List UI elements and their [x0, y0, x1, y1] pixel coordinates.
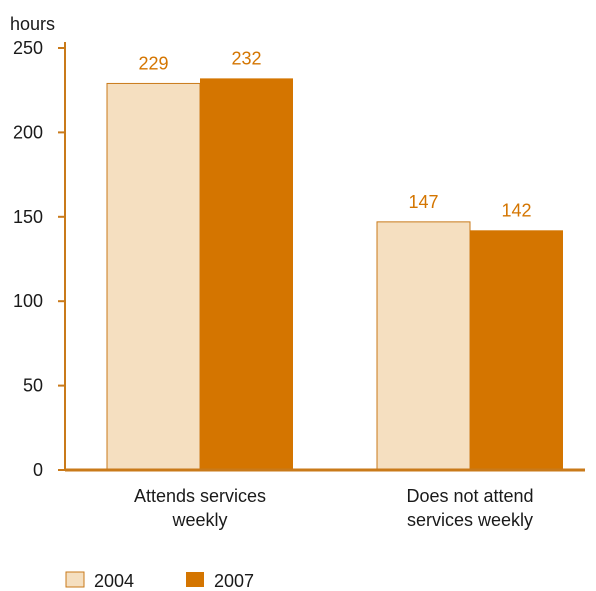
y-axis-unit-label: hours	[10, 14, 55, 34]
bar-2004-1	[106, 82, 201, 471]
y-tick-label: 250	[13, 38, 43, 58]
x-category-label: services weekly	[407, 510, 533, 530]
legend-label: 2007	[214, 571, 254, 591]
y-tick-label: 100	[13, 291, 43, 311]
x-category-label: weekly	[171, 510, 227, 530]
bar-2007-1	[200, 78, 293, 470]
legend-swatch-2004	[65, 571, 85, 588]
data-label: 232	[231, 48, 261, 68]
x-category-label: Attends services	[134, 486, 266, 506]
y-axis-ticks: 0 50 100 150 200 250	[13, 38, 65, 480]
data-label: 229	[138, 53, 168, 73]
bar-2004-2	[376, 221, 471, 471]
y-tick-label: 50	[23, 376, 43, 396]
legend-swatch-2007	[186, 572, 204, 587]
x-category-label: Does not attend	[406, 486, 533, 506]
bar-2007-2	[470, 230, 563, 470]
bars: 229 147 232 142	[106, 48, 563, 471]
y-tick-label: 200	[13, 122, 43, 142]
y-tick-label: 0	[33, 460, 43, 480]
data-label: 142	[501, 200, 531, 220]
axes	[64, 42, 585, 472]
y-tick-label: 150	[13, 207, 43, 227]
legend-label: 2004	[94, 571, 134, 591]
category-labels: Attends services weekly Does not attend ser…	[134, 486, 534, 530]
data-label: 147	[408, 192, 438, 212]
legend: 2004 2007	[65, 571, 254, 591]
